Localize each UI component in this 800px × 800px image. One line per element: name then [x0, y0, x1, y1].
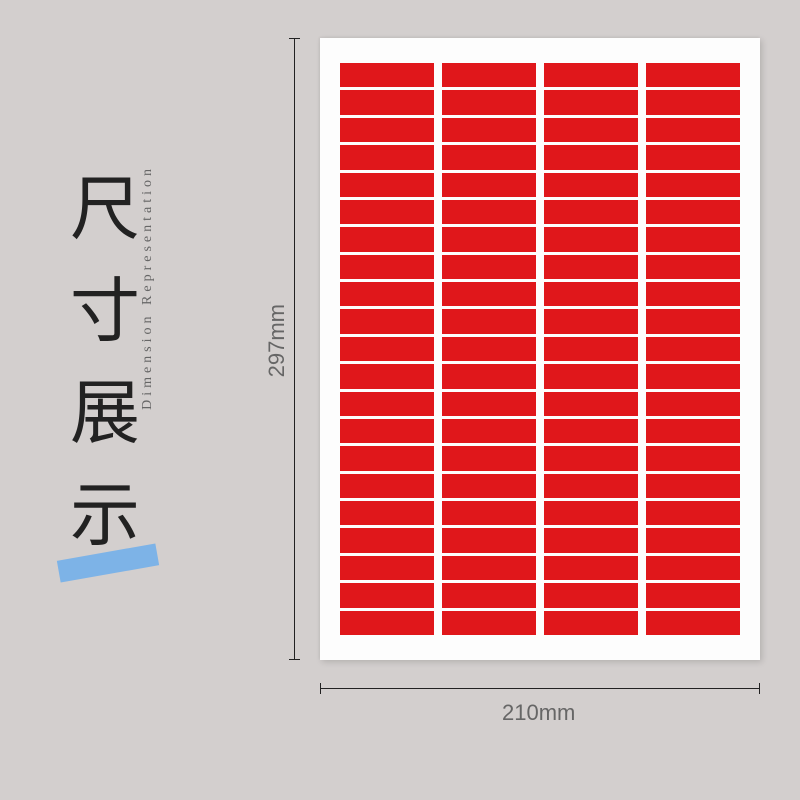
label-cell	[442, 337, 536, 361]
label-cell	[544, 282, 638, 306]
label-cell	[544, 611, 638, 635]
label-cell	[544, 337, 638, 361]
label-cell	[646, 282, 740, 306]
label-cell	[544, 145, 638, 169]
label-cell	[442, 200, 536, 224]
label-cell	[442, 364, 536, 388]
label-cell	[646, 501, 740, 525]
label-cell	[646, 446, 740, 470]
label-cell	[646, 118, 740, 142]
diagram-canvas: 尺寸展示 Dimension Representation 297mm 210m…	[0, 0, 800, 800]
label-cell	[442, 145, 536, 169]
label-cell	[340, 392, 434, 416]
label-cell	[544, 392, 638, 416]
label-cell	[442, 528, 536, 552]
label-cell	[340, 337, 434, 361]
dimension-line-vertical	[294, 38, 295, 660]
label-cell	[442, 255, 536, 279]
label-cell	[646, 364, 740, 388]
title-english: Dimension Representation	[140, 165, 156, 410]
label-cell	[340, 255, 434, 279]
title-char: 示	[70, 466, 140, 568]
dimension-label-height: 297mm	[264, 304, 290, 377]
dimension-line-horizontal	[320, 688, 760, 689]
label-cell	[544, 556, 638, 580]
label-cell	[544, 364, 638, 388]
label-cell	[544, 419, 638, 443]
dimension-label-width: 210mm	[502, 700, 575, 726]
label-cell	[544, 309, 638, 333]
label-cell	[340, 118, 434, 142]
label-cell	[442, 227, 536, 251]
label-cell	[646, 200, 740, 224]
label-cell	[544, 227, 638, 251]
label-cell	[340, 227, 434, 251]
label-cell	[544, 200, 638, 224]
label-cell	[340, 200, 434, 224]
label-cell	[442, 611, 536, 635]
label-cell	[646, 583, 740, 607]
label-cell	[442, 583, 536, 607]
label-cell	[442, 392, 536, 416]
label-cell	[442, 556, 536, 580]
label-cell	[544, 63, 638, 87]
label-sheet	[320, 38, 760, 660]
label-cell	[340, 611, 434, 635]
label-cell	[340, 583, 434, 607]
label-cell	[340, 501, 434, 525]
label-cell	[442, 501, 536, 525]
label-cell	[646, 255, 740, 279]
label-cell	[646, 556, 740, 580]
title-char: 尺	[70, 160, 140, 262]
label-cell	[646, 528, 740, 552]
label-cell	[340, 173, 434, 197]
label-cell	[544, 173, 638, 197]
label-cell	[544, 583, 638, 607]
title-char: 展	[70, 364, 140, 466]
label-cell	[442, 63, 536, 87]
label-cell	[646, 90, 740, 114]
label-cell	[544, 528, 638, 552]
title-block: 尺寸展示 Dimension Representation	[0, 160, 200, 600]
label-cell	[646, 337, 740, 361]
title-chinese: 尺寸展示	[70, 160, 140, 568]
label-cell	[442, 309, 536, 333]
label-cell	[340, 556, 434, 580]
label-cell	[340, 63, 434, 87]
label-cell	[442, 173, 536, 197]
label-cell	[646, 419, 740, 443]
label-cell	[544, 118, 638, 142]
label-cell	[340, 419, 434, 443]
label-cell	[646, 145, 740, 169]
title-char: 寸	[70, 262, 140, 364]
label-cell	[442, 446, 536, 470]
label-cell	[646, 309, 740, 333]
label-cell	[646, 63, 740, 87]
label-cell	[340, 528, 434, 552]
label-grid	[340, 63, 740, 635]
label-cell	[442, 118, 536, 142]
label-cell	[340, 90, 434, 114]
label-cell	[340, 446, 434, 470]
label-cell	[646, 474, 740, 498]
label-cell	[340, 309, 434, 333]
label-cell	[340, 282, 434, 306]
label-cell	[646, 392, 740, 416]
label-cell	[544, 90, 638, 114]
label-cell	[340, 474, 434, 498]
label-cell	[646, 173, 740, 197]
label-cell	[442, 90, 536, 114]
label-cell	[340, 364, 434, 388]
label-cell	[646, 227, 740, 251]
label-cell	[442, 282, 536, 306]
label-cell	[340, 145, 434, 169]
label-cell	[544, 501, 638, 525]
label-cell	[544, 255, 638, 279]
label-cell	[544, 446, 638, 470]
label-cell	[442, 474, 536, 498]
label-cell	[544, 474, 638, 498]
label-cell	[442, 419, 536, 443]
label-cell	[646, 611, 740, 635]
